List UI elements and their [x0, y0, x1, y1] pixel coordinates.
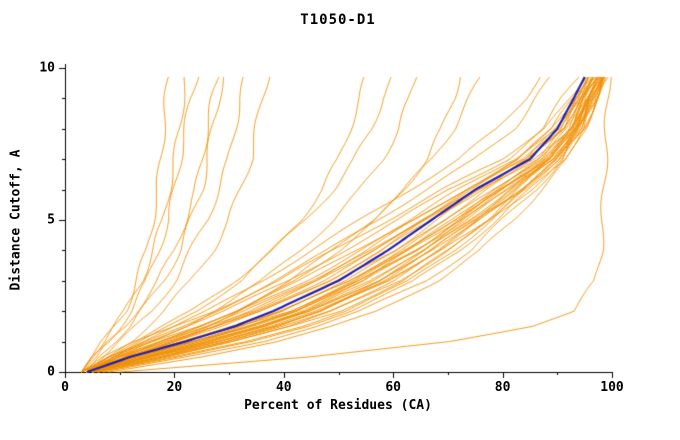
- y-tick-label: 0: [47, 364, 55, 380]
- x-axis-label: Percent of Residues (CA): [244, 398, 432, 413]
- y-tick-label: 5: [47, 212, 55, 228]
- x-tick-label: 60: [385, 380, 402, 395]
- x-tick-label: 100: [600, 380, 624, 395]
- x-tick-label: 40: [275, 380, 292, 395]
- chart-title: T1050-D1: [300, 12, 376, 28]
- x-tick-label: 20: [166, 380, 183, 395]
- y-tick-label: 10: [39, 60, 55, 76]
- x-tick-label: 80: [494, 380, 511, 395]
- y-axis-label: Distance Cutoff, A: [8, 149, 24, 291]
- x-tick-label: 0: [61, 380, 69, 395]
